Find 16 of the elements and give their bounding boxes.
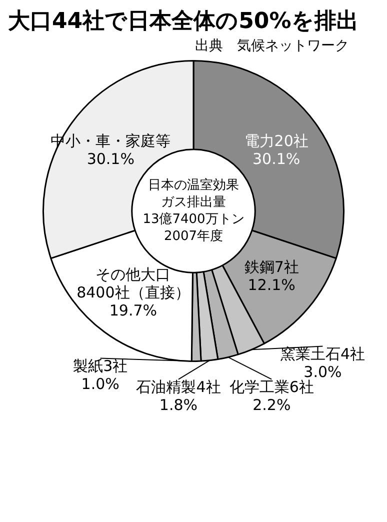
slice-label: その他大口 8400社（直接） bbox=[76, 265, 190, 302]
data-label: 1.0% bbox=[81, 375, 120, 394]
chart-title: 大口44社で日本全体の50%を排出 bbox=[8, 8, 360, 36]
text: 日本の温室効果ガス排出量 13億7400万トン 2007年度 bbox=[142, 176, 244, 244]
slice-label: 電力20社 bbox=[244, 132, 308, 150]
slice-label: 製紙3社 bbox=[73, 357, 128, 376]
data-label: 12.1% bbox=[248, 276, 296, 294]
data-label: 30.1% bbox=[86, 150, 134, 168]
slice-label: 石油精製4社 bbox=[136, 378, 221, 396]
data-label: 19.7% bbox=[109, 301, 158, 320]
slice-label: 鉄鋼7社 bbox=[244, 258, 299, 276]
source-note: 出典 気候ネットワーク bbox=[194, 37, 350, 56]
slice-label: 窯業土石4社 bbox=[280, 345, 365, 364]
data-label: 1.8% bbox=[159, 396, 198, 414]
data-label: 2.2% bbox=[252, 396, 291, 414]
data-label: 30.1% bbox=[252, 150, 300, 168]
